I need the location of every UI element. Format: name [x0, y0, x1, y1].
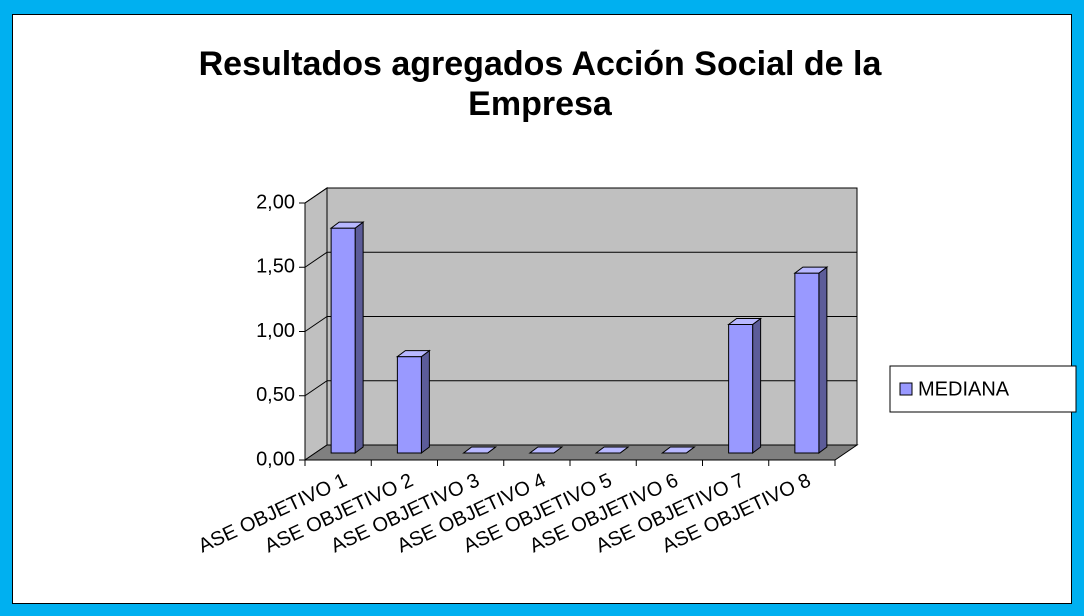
legend-box	[889, 365, 1077, 413]
floor	[303, 444, 859, 461]
bar	[396, 356, 422, 454]
bar-side	[752, 317, 762, 454]
grid-line	[304, 187, 328, 204]
bar-side	[818, 266, 828, 454]
grid-line	[304, 251, 328, 268]
bar-side	[420, 349, 430, 454]
bar-side	[354, 221, 364, 454]
bar-top	[727, 318, 763, 325]
bar-top	[793, 266, 829, 274]
bar-top	[660, 446, 696, 454]
bar-top	[462, 446, 498, 454]
bar-top	[528, 446, 564, 454]
bar-top	[395, 350, 431, 358]
y-tick-label: 1,00	[256, 320, 295, 342]
y-tick-label: 2,00	[256, 191, 295, 213]
bar	[330, 227, 356, 454]
y-tick-label: 1,50	[256, 256, 295, 278]
bar	[794, 272, 820, 454]
grid-line	[304, 316, 328, 332]
bar-top	[594, 446, 630, 454]
legend-label: MEDIANA	[918, 378, 1010, 400]
bar	[728, 324, 754, 454]
chart-title: Resultados agregados Acción Social de la…	[198, 45, 882, 123]
y-tick-label: 0,50	[256, 384, 295, 406]
grid-line	[304, 380, 328, 397]
y-tick-label: 0,00	[256, 448, 295, 470]
bar-top	[329, 221, 365, 229]
legend-swatch	[899, 382, 913, 396]
